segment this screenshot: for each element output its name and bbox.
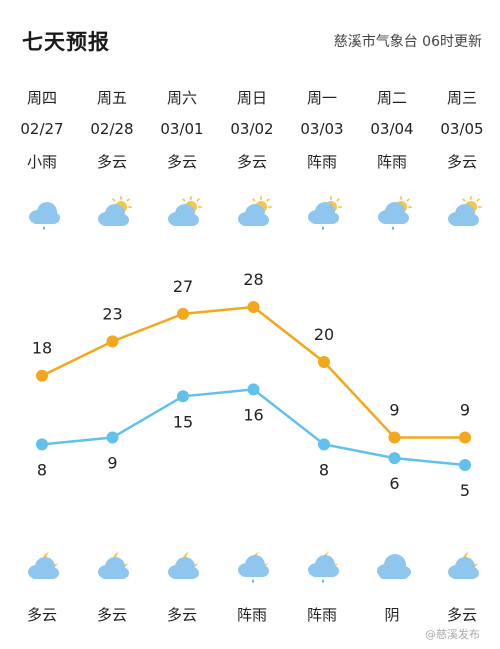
- night-condition: 多云: [446, 606, 477, 624]
- high-temp-label: 27: [173, 277, 193, 296]
- partly-cloudy-day-icon: [98, 196, 132, 226]
- weekday-label: 周三: [446, 89, 477, 107]
- high-temp-point: [36, 369, 48, 382]
- night-condition: 阴: [384, 606, 400, 624]
- weekday-label: 周二: [376, 89, 407, 107]
- cloudy-night-icon: [168, 552, 199, 579]
- weekday-label: 周五: [96, 89, 127, 107]
- day-column[interactable]: 周六 03/01 多云 多云: [147, 0, 217, 649]
- day-condition: 多云: [96, 153, 127, 171]
- cloudy-night-icon: [98, 552, 129, 579]
- date-label: 03/01: [160, 120, 204, 138]
- high-temp-point: [106, 335, 119, 348]
- cloudy-night-icon: [448, 552, 479, 579]
- shower-day-icon: [308, 196, 342, 230]
- day-condition: 多云: [446, 153, 477, 171]
- low-temp-label: 16: [243, 405, 263, 424]
- forecast-header: 七天预报 慈溪市气象台 06时更新: [0, 0, 500, 80]
- rain-icon: [29, 202, 60, 230]
- low-temp-point: [36, 438, 48, 451]
- weekday-label: 周六: [166, 89, 197, 107]
- shower-night-icon: [308, 552, 339, 583]
- day-condition: 小雨: [26, 153, 57, 171]
- low-temp-point: [247, 383, 260, 396]
- high-temp-point: [318, 355, 330, 368]
- temperature-chart: 18 23 27 28 20 9 9 8 9 15 16 8 6 5: [32, 270, 471, 500]
- high-temp-point: [247, 301, 260, 313]
- day-condition: 多云: [236, 153, 267, 171]
- update-source: 慈溪市气象台 06时更新: [333, 34, 482, 50]
- day-condition: 阵雨: [306, 153, 337, 171]
- night-condition: 多云: [96, 606, 127, 624]
- day-condition: 多云: [166, 153, 197, 171]
- low-temp-point: [106, 431, 119, 444]
- low-temp-label: 15: [173, 412, 193, 431]
- high-temp-point: [388, 431, 401, 444]
- shower-day-icon: [378, 196, 412, 230]
- day-column[interactable]: 周一 03/03 阵雨 阵雨: [287, 0, 357, 649]
- day-column[interactable]: 周日 03/02 多云 阵雨: [217, 0, 287, 649]
- night-condition: 阵雨: [236, 606, 267, 624]
- overcast-icon: [377, 554, 411, 579]
- high-temp-label: 28: [243, 270, 263, 289]
- night-condition: 多云: [26, 606, 57, 624]
- day-column[interactable]: 周五 02/28 多云 多云: [77, 0, 147, 649]
- low-temp-label: 8: [319, 460, 329, 479]
- low-temp-label: 5: [460, 481, 470, 500]
- partly-cloudy-day-icon: [168, 196, 202, 226]
- low-temp-label: 6: [389, 474, 399, 493]
- night-condition: 阵雨: [306, 606, 337, 624]
- high-temp-label: 18: [32, 339, 52, 358]
- weekday-label: 周四: [26, 89, 57, 107]
- weekday-label: 周一: [306, 89, 337, 107]
- date-label: 02/27: [20, 120, 64, 138]
- day-column[interactable]: 周二 03/04 阵雨 阴: [357, 0, 427, 649]
- date-label: 02/28: [90, 120, 134, 138]
- day-column[interactable]: 周四 02/27 小雨 多云: [7, 0, 77, 649]
- low-temp-label: 9: [107, 454, 117, 473]
- low-temp-label: 8: [37, 460, 47, 479]
- day-condition: 阵雨: [376, 153, 407, 171]
- shower-night-icon: [238, 552, 269, 583]
- high-temp-point: [459, 431, 471, 444]
- high-temp-label: 23: [102, 304, 122, 323]
- low-temp-line: [41, 388, 466, 467]
- low-temp-point: [459, 459, 471, 471]
- date-label: 03/03: [300, 120, 344, 138]
- date-label: 03/02: [230, 120, 274, 138]
- date-label: 03/04: [370, 120, 414, 138]
- high-temp-point: [177, 307, 189, 320]
- night-condition: 多云: [166, 606, 197, 624]
- day-column[interactable]: 周三 03/05 多云 多云: [427, 0, 497, 649]
- partly-cloudy-day-icon: [448, 196, 482, 226]
- high-temp-label: 9: [389, 401, 399, 420]
- low-temp-point: [177, 390, 189, 403]
- high-temp-label: 9: [460, 401, 470, 420]
- watermark-text: @慈溪发布: [425, 628, 480, 641]
- low-temp-point: [318, 438, 330, 451]
- partly-cloudy-day-icon: [238, 196, 272, 226]
- weekday-label: 周日: [236, 89, 267, 107]
- page-title: 七天预报: [22, 30, 110, 54]
- low-temp-point: [388, 452, 401, 465]
- date-label: 03/05: [440, 120, 484, 138]
- high-temp-label: 20: [314, 325, 334, 344]
- cloudy-night-icon: [28, 552, 59, 579]
